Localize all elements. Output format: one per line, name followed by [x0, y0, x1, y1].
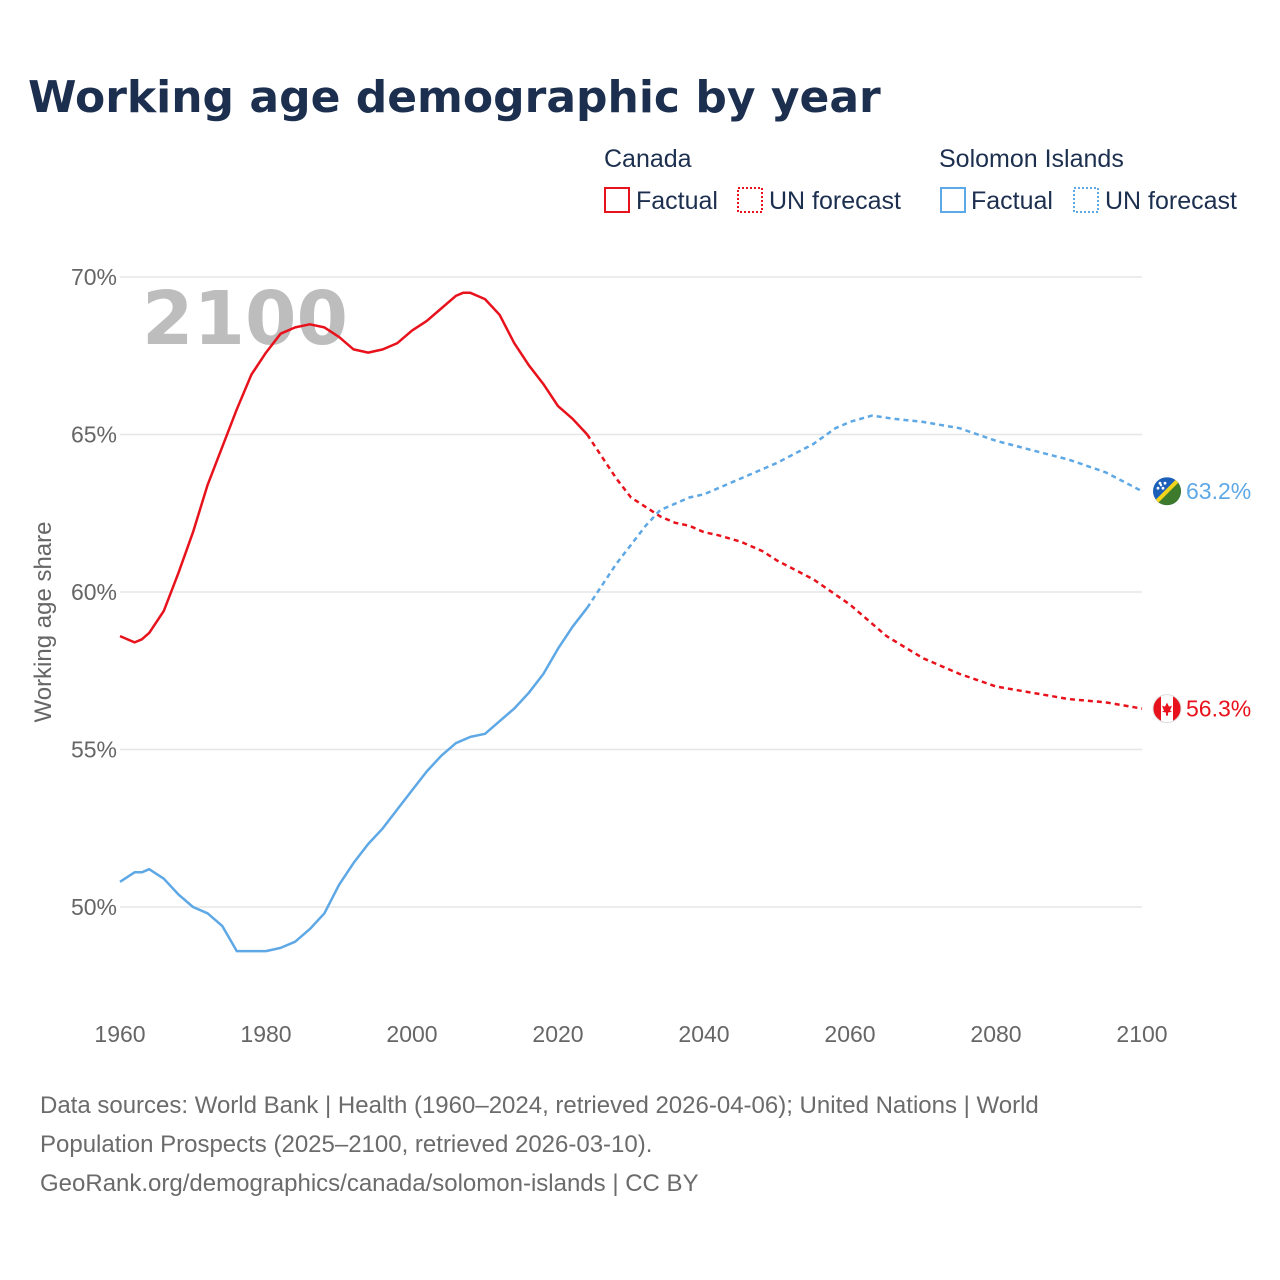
legend-swatch-solomon-factual[interactable] — [940, 187, 966, 213]
legend-label-canada-forecast[interactable]: UN forecast — [769, 187, 901, 215]
source-line-1: Data sources: World Bank | Health (1960–… — [40, 1092, 1039, 1119]
canada-flag-icon — [1152, 694, 1182, 724]
end-marker-solomon-islands[interactable]: 63.2% — [1153, 477, 1251, 506]
legend-group-canada: Canada — [604, 145, 692, 173]
x-tick-label: 2020 — [532, 1021, 583, 1047]
series-line-canada-factual[interactable] — [119, 291, 589, 644]
solomon-islands-end-value: 63.2% — [1186, 478, 1251, 504]
x-tick-label: 2060 — [824, 1021, 875, 1047]
x-tick-label: 2100 — [1116, 1021, 1167, 1047]
legend-swatch-solomon-forecast[interactable] — [1073, 187, 1099, 213]
y-axis-ticks: 50% 55% 60% 65% 70% — [71, 264, 117, 920]
legend-swatch-canada-factual[interactable] — [604, 187, 630, 213]
legend-label-solomon-factual[interactable]: Factual — [971, 187, 1053, 215]
series-line-solomon-islands-factual[interactable] — [119, 607, 589, 953]
y-tick-label: 50% — [71, 894, 117, 920]
y-tick-label: 70% — [71, 264, 117, 290]
source-link[interactable]: GeoRank.org/demographics/canada/solomon-… — [40, 1170, 699, 1197]
x-tick-label: 1980 — [240, 1021, 291, 1047]
x-tick-label: 1960 — [94, 1021, 145, 1047]
legend-label-canada-factual[interactable]: Factual — [636, 187, 718, 215]
canada-end-value: 56.3% — [1186, 696, 1251, 722]
series-line-solomon-islands-forecast[interactable] — [586, 414, 1143, 609]
y-tick-label: 60% — [71, 579, 117, 605]
x-tick-label: 2040 — [678, 1021, 729, 1047]
y-tick-label: 55% — [71, 737, 117, 763]
solomon-islands-flag-icon — [1153, 477, 1181, 506]
chart-title: Working age demographic by year — [28, 72, 881, 123]
series-line-canada-forecast[interactable] — [586, 433, 1143, 710]
gridlines — [120, 276, 1142, 908]
current-year-label: 2100 — [142, 276, 348, 362]
end-marker-canada[interactable]: 56.3% — [1152, 694, 1251, 724]
x-tick-label: 2000 — [386, 1021, 437, 1047]
legend-label-solomon-forecast[interactable]: UN forecast — [1105, 187, 1237, 215]
y-axis-label: Working age share — [30, 522, 57, 723]
series — [119, 291, 1143, 953]
x-axis-ticks: 1960 1980 2000 2020 2040 2060 2080 2100 — [94, 1021, 1167, 1047]
footer: Data sources: World Bank | Health (1960–… — [40, 1092, 1039, 1197]
legend: Canada Factual UN forecast Solomon Islan… — [604, 145, 1237, 215]
y-tick-label: 65% — [71, 422, 117, 448]
legend-group-solomon-islands: Solomon Islands — [939, 145, 1124, 173]
source-line-2: Population Prospects (2025–2100, retriev… — [40, 1131, 652, 1158]
x-tick-label: 2080 — [970, 1021, 1021, 1047]
legend-swatch-canada-forecast[interactable] — [737, 187, 763, 213]
